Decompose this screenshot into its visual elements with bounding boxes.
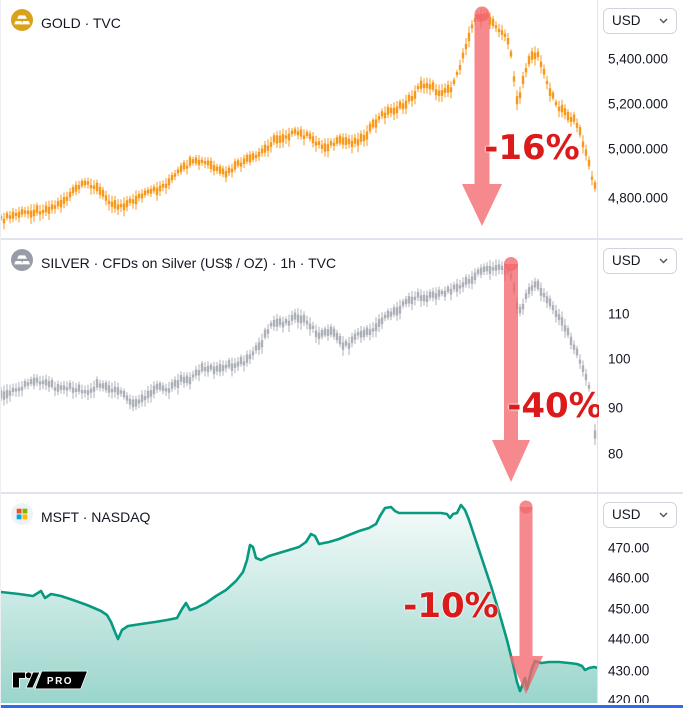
candle-bodies [1, 12, 597, 224]
axis-tick-label: 450.00 [608, 601, 650, 617]
gold-chart-canvas [1, 6, 597, 230]
candle-wicks [1, 8, 596, 230]
msft-price-axis[interactable]: USD 470.00 460.00 450.00 440.00 430.00 420.00 [597, 494, 683, 708]
price-area-fill [1, 505, 598, 708]
axis-tick-label: 5,200.000 [608, 96, 669, 112]
silver-chart-area[interactable]: -40% [1, 240, 599, 492]
bottom-bar-blue-line [1, 705, 683, 708]
msft-legend[interactable]: MSFT · NASDAQ [11, 503, 150, 530]
axis-tick-label: 90 [608, 400, 624, 416]
silver-price-axis[interactable]: USD 110 100 90 80 [597, 240, 683, 492]
panel-silver: -40% USD 110 100 90 80 SILVER · CFDs on Sil… [1, 238, 683, 492]
gold-legend[interactable]: GOLD · TVC [11, 9, 121, 36]
down-arrow-annotation [492, 257, 530, 482]
panel-msft: -10% USD 470.00 460.00 450.00 440.00 430.00 4… [1, 492, 683, 708]
silver-symbol-title: SILVER · CFDs on Silver (US$ / OZ) · 1h … [41, 254, 337, 271]
msft-chart-canvas [1, 500, 599, 708]
pro-badge-label: PRO [47, 676, 73, 687]
msft-logo-icon [11, 503, 33, 530]
axis-tick-label: 430.00 [608, 663, 650, 679]
down-arrow-annotation [462, 6, 502, 226]
gold-percent-annotation: -16% [484, 128, 580, 168]
chevron-down-icon [659, 258, 668, 264]
gold-bars-icon [11, 9, 33, 36]
msft-currency-value: USD [612, 507, 641, 523]
silver-currency-dropdown[interactable]: USD [603, 248, 677, 274]
panel-gold: -16% USD 5,400.000 5,200.000 5,000.000 4,80… [1, 0, 683, 238]
down-arrow-annotation [509, 500, 543, 694]
msft-percent-annotation: -10% [403, 586, 499, 626]
axis-tick-label: 110 [608, 306, 630, 322]
gold-currency-dropdown[interactable]: USD [603, 8, 677, 34]
msft-symbol-title: MSFT · NASDAQ [41, 508, 151, 525]
axis-tick-label: 5,000.000 [608, 141, 669, 157]
axis-tick-label: 460.00 [608, 570, 650, 586]
axis-tick-label: 100 [608, 351, 631, 367]
gold-price-axis[interactable]: USD 5,400.000 5,200.000 5,000.000 4,800.000 [597, 0, 683, 238]
candle-bodies [1, 264, 597, 439]
gold-symbol-title: GOLD · TVC [41, 14, 121, 31]
tradingview-pro-logo[interactable]: PRO [11, 668, 89, 695]
gold-chart-area[interactable]: -16% [1, 0, 599, 238]
msft-chart-area[interactable]: -10% [1, 494, 599, 708]
msft-currency-dropdown[interactable]: USD [603, 502, 677, 528]
bottom-bar [1, 703, 683, 708]
silver-chart-canvas [1, 257, 597, 482]
silver-percent-annotation: -40% [507, 386, 599, 426]
chevron-down-icon [659, 512, 668, 518]
axis-tick-label: 80 [608, 446, 624, 462]
silver-currency-value: USD [612, 253, 641, 269]
silver-bars-icon [11, 249, 33, 276]
axis-tick-label: 440.00 [608, 631, 650, 647]
axis-tick-label: 4,800.000 [608, 190, 669, 206]
chevron-down-icon [659, 18, 668, 24]
axis-tick-label: 5,400.000 [608, 51, 669, 67]
bottom-bar-gap [1, 703, 683, 705]
axis-tick-label: 470.00 [608, 540, 650, 556]
gold-currency-value: USD [612, 13, 641, 29]
silver-legend[interactable]: SILVER · CFDs on Silver (US$ / OZ) · 1h … [11, 249, 336, 276]
tradingview-mark-icon [12, 670, 89, 690]
